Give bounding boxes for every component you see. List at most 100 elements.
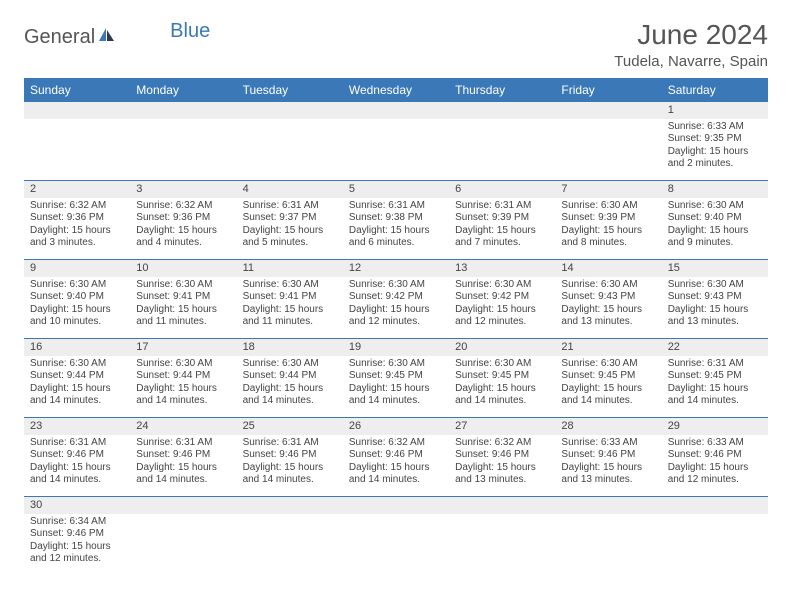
sunrise: Sunrise: 6:30 AM	[561, 279, 655, 292]
day-detail: Sunrise: 6:30 AMSunset: 9:42 PMDaylight:…	[343, 277, 449, 333]
daylight: Daylight: 15 hours and 14 minutes.	[349, 462, 443, 487]
sunrise: Sunrise: 6:31 AM	[136, 437, 230, 450]
daylight: Daylight: 15 hours and 13 minutes.	[561, 462, 655, 487]
calendar-cell: 24Sunrise: 6:31 AMSunset: 9:46 PMDayligh…	[130, 417, 236, 496]
daylight: Daylight: 15 hours and 14 minutes.	[455, 383, 549, 408]
calendar-cell: 25Sunrise: 6:31 AMSunset: 9:46 PMDayligh…	[237, 417, 343, 496]
day-detail: Sunrise: 6:30 AMSunset: 9:42 PMDaylight:…	[449, 277, 555, 333]
sunset: Sunset: 9:46 PM	[455, 449, 549, 462]
sunrise: Sunrise: 6:30 AM	[668, 200, 762, 213]
sunset: Sunset: 9:43 PM	[561, 291, 655, 304]
day-detail: Sunrise: 6:31 AMSunset: 9:46 PMDaylight:…	[237, 435, 343, 491]
daylight: Daylight: 15 hours and 12 minutes.	[668, 462, 762, 487]
day-number: 2	[24, 181, 130, 198]
day-number: 20	[449, 339, 555, 356]
daylight: Daylight: 15 hours and 4 minutes.	[136, 225, 230, 250]
day-number: 26	[343, 418, 449, 435]
calendar-cell	[24, 102, 130, 181]
calendar-cell	[662, 496, 768, 575]
daylight: Daylight: 15 hours and 14 minutes.	[349, 383, 443, 408]
calendar-cell	[343, 496, 449, 575]
day-detail: Sunrise: 6:30 AMSunset: 9:41 PMDaylight:…	[237, 277, 343, 333]
calendar-cell: 15Sunrise: 6:30 AMSunset: 9:43 PMDayligh…	[662, 259, 768, 338]
sunrise: Sunrise: 6:32 AM	[136, 200, 230, 213]
daylight: Daylight: 15 hours and 6 minutes.	[349, 225, 443, 250]
sunrise: Sunrise: 6:30 AM	[243, 279, 337, 292]
sunrise: Sunrise: 6:33 AM	[561, 437, 655, 450]
day-detail: Sunrise: 6:30 AMSunset: 9:39 PMDaylight:…	[555, 198, 661, 254]
day-detail: Sunrise: 6:30 AMSunset: 9:44 PMDaylight:…	[237, 356, 343, 412]
day-number: 19	[343, 339, 449, 356]
sunset: Sunset: 9:46 PM	[349, 449, 443, 462]
calendar-row: 9Sunrise: 6:30 AMSunset: 9:40 PMDaylight…	[24, 259, 768, 338]
calendar-cell: 18Sunrise: 6:30 AMSunset: 9:44 PMDayligh…	[237, 338, 343, 417]
day-detail: Sunrise: 6:30 AMSunset: 9:40 PMDaylight:…	[662, 198, 768, 254]
brand-logo: General Blue	[24, 20, 210, 49]
daylight: Daylight: 15 hours and 5 minutes.	[243, 225, 337, 250]
sunrise: Sunrise: 6:31 AM	[455, 200, 549, 213]
daylight: Daylight: 15 hours and 13 minutes.	[455, 462, 549, 487]
day-detail: Sunrise: 6:31 AMSunset: 9:46 PMDaylight:…	[24, 435, 130, 491]
day-number: 25	[237, 418, 343, 435]
col-thursday: Thursday	[449, 78, 555, 102]
daylight: Daylight: 15 hours and 12 minutes.	[30, 541, 124, 566]
sunrise: Sunrise: 6:31 AM	[349, 200, 443, 213]
sunset: Sunset: 9:39 PM	[455, 212, 549, 225]
daylight: Daylight: 15 hours and 3 minutes.	[30, 225, 124, 250]
sunset: Sunset: 9:46 PM	[561, 449, 655, 462]
sunset: Sunset: 9:46 PM	[243, 449, 337, 462]
sunrise: Sunrise: 6:30 AM	[455, 279, 549, 292]
day-number: 4	[237, 181, 343, 198]
calendar-row: 1Sunrise: 6:33 AMSunset: 9:35 PMDaylight…	[24, 102, 768, 181]
daylight: Daylight: 15 hours and 13 minutes.	[668, 304, 762, 329]
brand-general: General	[24, 26, 95, 49]
sunset: Sunset: 9:46 PM	[136, 449, 230, 462]
sunrise: Sunrise: 6:30 AM	[561, 358, 655, 371]
calendar-table: Sunday Monday Tuesday Wednesday Thursday…	[24, 78, 768, 575]
day-number	[449, 497, 555, 514]
sunset: Sunset: 9:40 PM	[30, 291, 124, 304]
calendar-cell: 11Sunrise: 6:30 AMSunset: 9:41 PMDayligh…	[237, 259, 343, 338]
calendar-cell	[449, 102, 555, 181]
sunset: Sunset: 9:45 PM	[455, 370, 549, 383]
calendar-cell: 26Sunrise: 6:32 AMSunset: 9:46 PMDayligh…	[343, 417, 449, 496]
header: General Blue June 2024 Tudela, Navarre, S…	[24, 20, 768, 70]
sunrise: Sunrise: 6:32 AM	[455, 437, 549, 450]
day-detail: Sunrise: 6:30 AMSunset: 9:43 PMDaylight:…	[662, 277, 768, 333]
location: Tudela, Navarre, Spain	[614, 53, 768, 70]
sunset: Sunset: 9:46 PM	[30, 449, 124, 462]
brand-blue: Blue	[170, 20, 210, 43]
calendar-cell: 17Sunrise: 6:30 AMSunset: 9:44 PMDayligh…	[130, 338, 236, 417]
day-number	[662, 497, 768, 514]
calendar-cell: 12Sunrise: 6:30 AMSunset: 9:42 PMDayligh…	[343, 259, 449, 338]
sunset: Sunset: 9:38 PM	[349, 212, 443, 225]
calendar-cell: 6Sunrise: 6:31 AMSunset: 9:39 PMDaylight…	[449, 180, 555, 259]
sunrise: Sunrise: 6:30 AM	[455, 358, 549, 371]
day-detail: Sunrise: 6:33 AMSunset: 9:46 PMDaylight:…	[555, 435, 661, 491]
col-saturday: Saturday	[662, 78, 768, 102]
daylight: Daylight: 15 hours and 8 minutes.	[561, 225, 655, 250]
day-detail: Sunrise: 6:31 AMSunset: 9:46 PMDaylight:…	[130, 435, 236, 491]
calendar-cell: 29Sunrise: 6:33 AMSunset: 9:46 PMDayligh…	[662, 417, 768, 496]
day-number: 6	[449, 181, 555, 198]
daylight: Daylight: 15 hours and 13 minutes.	[561, 304, 655, 329]
daylight: Daylight: 15 hours and 14 minutes.	[30, 462, 124, 487]
sunset: Sunset: 9:45 PM	[349, 370, 443, 383]
day-number: 23	[24, 418, 130, 435]
day-number	[555, 497, 661, 514]
day-number: 13	[449, 260, 555, 277]
sunset: Sunset: 9:42 PM	[455, 291, 549, 304]
day-detail: Sunrise: 6:33 AMSunset: 9:46 PMDaylight:…	[662, 435, 768, 491]
day-number: 28	[555, 418, 661, 435]
day-number	[24, 102, 130, 119]
day-detail: Sunrise: 6:30 AMSunset: 9:43 PMDaylight:…	[555, 277, 661, 333]
day-detail: Sunrise: 6:30 AMSunset: 9:40 PMDaylight:…	[24, 277, 130, 333]
day-detail: Sunrise: 6:31 AMSunset: 9:37 PMDaylight:…	[237, 198, 343, 254]
sunrise: Sunrise: 6:30 AM	[349, 358, 443, 371]
sail-icon	[97, 26, 115, 49]
calendar-cell: 16Sunrise: 6:30 AMSunset: 9:44 PMDayligh…	[24, 338, 130, 417]
sunrise: Sunrise: 6:30 AM	[668, 279, 762, 292]
col-friday: Friday	[555, 78, 661, 102]
sunrise: Sunrise: 6:30 AM	[243, 358, 337, 371]
title-block: June 2024 Tudela, Navarre, Spain	[614, 20, 768, 70]
